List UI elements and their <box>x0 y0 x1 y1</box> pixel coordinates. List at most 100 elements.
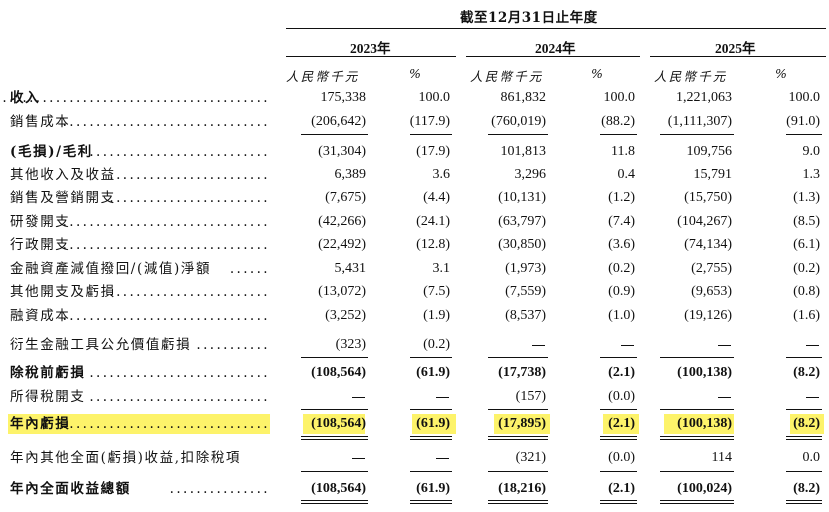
rule-total-1 <box>660 500 734 501</box>
rule-total-1 <box>786 500 822 501</box>
row-label: 衍生金融工具公允價值虧損 <box>10 337 192 353</box>
cell-2024-pct: (1.0) <box>608 308 635 323</box>
rule-after-oci <box>488 471 548 472</box>
rule-total-2 <box>786 503 822 504</box>
rule-year-loss-1 <box>410 436 452 437</box>
row-label: (毛損)/毛利 <box>10 144 93 160</box>
rule-after-oci <box>660 471 734 472</box>
period-heading: 截至12月31日止年度 <box>460 10 598 26</box>
rule-after-fair-value-loss <box>410 357 452 358</box>
rule-year-loss-2 <box>600 439 637 440</box>
cell-2025-amount: (74,134) <box>684 237 732 252</box>
row-label: 行政開支 <box>10 237 71 253</box>
cell-2023-pct: (4.4) <box>423 190 450 205</box>
cell-2024-pct: (0.0) <box>608 450 635 465</box>
cell-2023-pct: (61.9) <box>416 365 450 380</box>
row-label: 研發開支 <box>10 214 71 230</box>
cell-2025-pct: (0.2) <box>793 261 820 276</box>
cell-2023-pct: (12.8) <box>416 237 450 252</box>
row-leader: ........................ <box>109 284 270 300</box>
dash-2024-pct <box>621 345 634 347</box>
rule-year-loss-2 <box>410 439 452 440</box>
row-leader: ........................... <box>89 144 270 160</box>
cell-2025-amount: (104,267) <box>677 214 732 229</box>
rule-year-loss-2 <box>786 439 822 440</box>
dash-2023-amount <box>352 397 365 399</box>
row-label: 收入 <box>10 90 41 106</box>
rule-after-fair-value-loss <box>660 357 734 358</box>
rule-total-1 <box>301 500 368 501</box>
rule-after-oci <box>786 471 822 472</box>
cell-2025-pct: (8.5) <box>793 214 820 229</box>
rule-after-cost-of-sales <box>786 134 822 135</box>
cell-2024-amount: (17,895) <box>498 416 546 431</box>
rule-year-loss-1 <box>600 436 637 437</box>
unit-2025-percent: % <box>775 66 790 81</box>
row-leader: ........................ <box>109 190 270 206</box>
rule-after-income-tax <box>786 409 822 410</box>
row-leader: ........................... <box>89 389 270 405</box>
cell-2025-pct: (8.2) <box>793 481 820 496</box>
cell-2024-pct: (3.6) <box>608 237 635 252</box>
rule-after-cost-of-sales <box>600 134 637 135</box>
highlight-label <box>8 414 270 434</box>
row-label: 其他開支及虧損 <box>10 284 116 300</box>
rule-total-2 <box>410 503 452 504</box>
cell-2025-pct: 9.0 <box>802 144 821 159</box>
cell-2023-pct: (117.9) <box>409 114 450 129</box>
cell-2024-pct: (2.1) <box>608 365 635 380</box>
cell-2023-amount: 5,431 <box>334 261 367 276</box>
cell-2023-amount: (22,492) <box>318 237 366 252</box>
rule-year-loss-2 <box>660 439 734 440</box>
cell-2025-amount: (100,024) <box>677 481 732 496</box>
cell-2024-amount: (760,019) <box>491 114 546 129</box>
cell-2023-pct: (61.9) <box>416 481 450 496</box>
cell-2025-pct: (8.2) <box>793 365 820 380</box>
cell-2023-pct: (24.1) <box>416 214 450 229</box>
row-leader: ........... <box>196 337 270 353</box>
row-label: 年內虧損 <box>10 416 71 432</box>
row-label: 所得稅開支 <box>10 389 86 405</box>
cell-2023-amount: (3,252) <box>325 308 366 323</box>
dash-2025-amount <box>718 345 731 347</box>
cell-2024-amount: (7,559) <box>505 284 546 299</box>
cell-2024-amount: (17,738) <box>498 365 546 380</box>
year-2025: 2025年 <box>715 41 756 56</box>
row-label: 年內其他全面(虧損)收益,扣除稅項 <box>10 450 242 466</box>
year-2024-underline <box>466 56 640 57</box>
row-label: 金融資產減值撥回/(減值)淨額 <box>10 261 212 277</box>
cell-2023-amount: 175,338 <box>320 90 367 105</box>
rule-year-loss-1 <box>660 436 734 437</box>
rule-after-fair-value-loss <box>786 357 822 358</box>
rule-after-income-tax <box>600 409 637 410</box>
cell-2023-amount: (31,304) <box>318 144 366 159</box>
cell-2025-amount: 114 <box>711 450 732 465</box>
row-label: 銷售成本 <box>10 114 71 130</box>
cell-2024-pct: (7.4) <box>608 214 635 229</box>
cell-2023-pct: 3.6 <box>432 167 451 182</box>
cell-2023-pct: 100.0 <box>418 90 451 105</box>
cell-2025-amount: (15,750) <box>684 190 732 205</box>
dash-2025-pct <box>806 397 819 399</box>
rule-total-2 <box>301 503 368 504</box>
cell-2025-pct: 100.0 <box>788 90 821 105</box>
cell-2025-pct: 0.0 <box>802 450 821 465</box>
cell-2023-amount: (108,564) <box>311 416 366 431</box>
cell-2024-pct: (0.9) <box>608 284 635 299</box>
row-label: 除稅前虧損 <box>10 365 86 381</box>
unit-2024-percent: % <box>591 66 606 81</box>
cell-2025-amount: (1,111,307) <box>667 114 732 129</box>
cell-2024-amount: (10,131) <box>498 190 546 205</box>
cell-2025-amount: (9,653) <box>691 284 732 299</box>
cell-2024-pct: (2.1) <box>608 416 635 431</box>
rule-year-loss-2 <box>301 439 368 440</box>
highlight-2024-pct <box>603 414 639 434</box>
highlight-2025-pct <box>790 414 824 434</box>
row-label: 融資成本 <box>10 308 71 324</box>
cell-2023-amount: (42,266) <box>318 214 366 229</box>
cell-2023-amount: (108,564) <box>311 365 366 380</box>
row-label: 銷售及營銷開支 <box>10 190 116 206</box>
rule-total-1 <box>600 500 637 501</box>
cell-2024-amount: (1,973) <box>505 261 546 276</box>
rule-after-oci <box>600 471 637 472</box>
